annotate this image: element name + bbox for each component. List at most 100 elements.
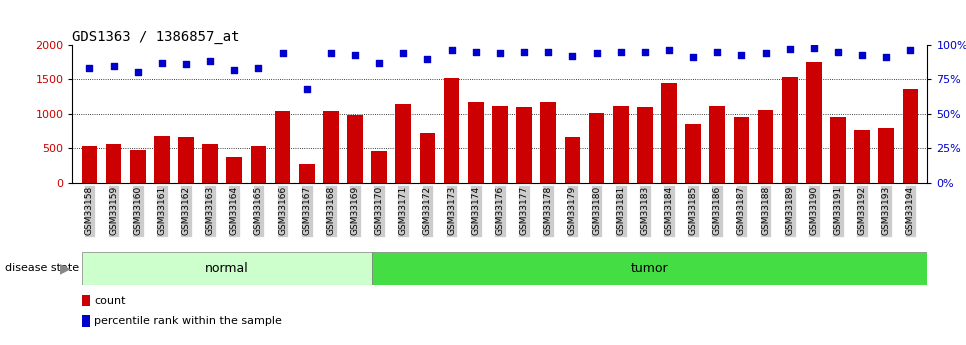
Point: [564, 53, 580, 59]
Text: GSM33169: GSM33169: [351, 186, 359, 235]
Bar: [588, 113, 605, 183]
Point: [541, 49, 556, 55]
Text: GSM33192: GSM33192: [858, 186, 867, 235]
Point: [323, 50, 338, 56]
Text: GSM33185: GSM33185: [689, 186, 697, 235]
Text: tumor: tumor: [631, 262, 668, 275]
Bar: [82, 252, 372, 285]
Text: GSM33176: GSM33176: [496, 186, 504, 235]
Text: count: count: [94, 296, 126, 306]
Point: [782, 46, 798, 52]
Bar: [274, 111, 291, 183]
Text: GSM33170: GSM33170: [375, 186, 384, 235]
Point: [226, 67, 242, 72]
Bar: [902, 89, 919, 183]
Bar: [540, 102, 556, 183]
Text: GSM33193: GSM33193: [882, 186, 891, 235]
Text: ▶: ▶: [61, 261, 71, 275]
Text: GDS1363 / 1386857_at: GDS1363 / 1386857_at: [72, 30, 240, 44]
Text: GSM33184: GSM33184: [665, 186, 673, 235]
Point: [468, 49, 483, 55]
Bar: [733, 117, 750, 183]
Text: GSM33183: GSM33183: [640, 186, 649, 235]
Text: disease state: disease state: [5, 263, 79, 273]
Bar: [81, 146, 98, 183]
Point: [709, 49, 724, 55]
Bar: [323, 111, 339, 183]
Bar: [612, 106, 629, 183]
Bar: [298, 164, 315, 183]
Point: [371, 60, 386, 66]
Text: GSM33161: GSM33161: [157, 186, 166, 235]
Bar: [178, 137, 194, 183]
Point: [155, 60, 170, 66]
Text: GSM33171: GSM33171: [399, 186, 408, 235]
Bar: [129, 150, 146, 183]
Text: GSM33177: GSM33177: [520, 186, 528, 235]
Text: GSM33191: GSM33191: [834, 186, 842, 235]
Bar: [806, 62, 822, 183]
Text: GSM33165: GSM33165: [254, 186, 263, 235]
Bar: [685, 124, 701, 183]
Text: GSM33179: GSM33179: [568, 186, 577, 235]
Text: GSM33168: GSM33168: [327, 186, 335, 235]
Bar: [492, 106, 508, 183]
Bar: [82, 295, 90, 306]
Bar: [661, 83, 677, 183]
Point: [661, 48, 676, 53]
Bar: [202, 144, 218, 183]
Bar: [854, 130, 870, 183]
Bar: [372, 252, 927, 285]
Point: [106, 63, 122, 68]
Text: GSM33194: GSM33194: [906, 186, 915, 235]
Point: [396, 50, 412, 56]
Point: [516, 49, 531, 55]
Text: GSM33186: GSM33186: [713, 186, 722, 235]
Bar: [154, 136, 170, 183]
Text: GSM33159: GSM33159: [109, 186, 118, 235]
Text: GSM33163: GSM33163: [206, 186, 214, 235]
Point: [830, 49, 846, 55]
Bar: [347, 115, 363, 183]
Bar: [105, 144, 122, 183]
Text: percentile rank within the sample: percentile rank within the sample: [94, 316, 282, 326]
Point: [854, 52, 869, 57]
Text: GSM33188: GSM33188: [761, 186, 770, 235]
Bar: [82, 315, 90, 327]
Point: [588, 50, 605, 56]
Bar: [637, 107, 653, 183]
Point: [419, 56, 435, 61]
Text: GSM33166: GSM33166: [278, 186, 287, 235]
Text: GSM33181: GSM33181: [616, 186, 625, 235]
Point: [638, 49, 653, 55]
Bar: [419, 133, 436, 183]
Text: GSM33172: GSM33172: [423, 186, 432, 235]
Bar: [564, 137, 581, 183]
Text: GSM33190: GSM33190: [810, 186, 818, 235]
Text: GSM33174: GSM33174: [471, 186, 480, 235]
Point: [251, 66, 267, 71]
Bar: [395, 104, 412, 183]
Bar: [757, 110, 774, 183]
Text: GSM33178: GSM33178: [544, 186, 553, 235]
Point: [274, 50, 290, 56]
Bar: [830, 117, 846, 183]
Text: GSM33167: GSM33167: [302, 186, 311, 235]
Point: [299, 86, 315, 92]
Bar: [443, 78, 460, 183]
Text: GSM33187: GSM33187: [737, 186, 746, 235]
Point: [612, 49, 628, 55]
Point: [492, 50, 508, 56]
Point: [82, 66, 98, 71]
Bar: [226, 157, 242, 183]
Text: GSM33164: GSM33164: [230, 186, 239, 235]
Point: [685, 55, 700, 60]
Text: GSM33173: GSM33173: [447, 186, 456, 235]
Point: [806, 45, 821, 50]
Point: [203, 59, 218, 64]
Point: [902, 48, 918, 53]
Point: [878, 55, 894, 60]
Bar: [878, 128, 895, 183]
Bar: [250, 146, 267, 183]
Text: GSM33189: GSM33189: [785, 186, 794, 235]
